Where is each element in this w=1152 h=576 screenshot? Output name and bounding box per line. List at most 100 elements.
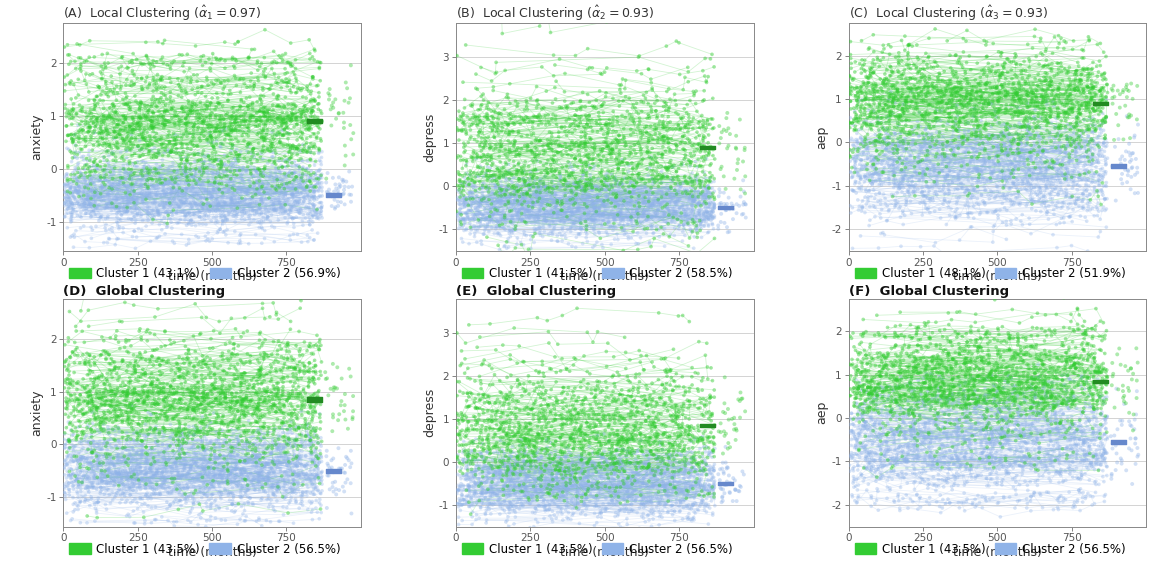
Point — [165, 435, 183, 444]
Point — [146, 136, 165, 145]
Point — [946, 207, 964, 216]
Point — [1081, 160, 1099, 169]
Point — [1023, 385, 1041, 394]
Point — [667, 173, 685, 182]
Point — [1016, 437, 1034, 446]
Point — [260, 85, 279, 94]
Point — [535, 483, 553, 492]
Point — [304, 142, 323, 151]
Point — [213, 458, 232, 467]
Point — [685, 456, 704, 465]
Point — [486, 472, 505, 482]
Point — [280, 478, 298, 487]
Point — [464, 109, 483, 119]
Point — [129, 475, 147, 484]
Point — [969, 471, 987, 480]
Point — [257, 184, 275, 193]
Point — [77, 154, 96, 163]
Point — [874, 362, 893, 372]
Point — [869, 442, 887, 451]
Point — [150, 98, 168, 107]
Point — [265, 460, 283, 469]
Point — [1023, 86, 1041, 95]
Point — [874, 462, 893, 471]
Point — [659, 134, 677, 143]
Point — [90, 393, 108, 403]
Point — [664, 485, 682, 494]
Point — [116, 188, 135, 198]
Point — [543, 190, 561, 199]
Point — [957, 329, 976, 338]
Point — [127, 449, 145, 458]
Point — [103, 78, 121, 87]
Point — [628, 206, 646, 215]
Point — [894, 139, 912, 148]
Point — [851, 471, 870, 480]
Point — [250, 184, 268, 193]
Point — [528, 486, 546, 495]
Point — [270, 385, 288, 394]
Point — [455, 495, 473, 505]
Point — [211, 170, 229, 179]
Point — [293, 401, 311, 411]
Point — [478, 199, 497, 208]
Point — [252, 184, 271, 194]
Point — [221, 479, 240, 488]
Point — [1077, 329, 1096, 339]
Point — [888, 162, 907, 172]
Point — [77, 423, 96, 432]
Point — [240, 485, 258, 494]
Point — [654, 229, 673, 238]
Point — [947, 450, 965, 459]
Point — [109, 486, 128, 495]
Point — [288, 150, 306, 159]
Point — [654, 132, 673, 141]
Point — [682, 437, 700, 446]
Point — [501, 468, 520, 477]
Point — [544, 218, 562, 227]
Point — [112, 452, 130, 461]
Point — [225, 190, 243, 199]
Point — [312, 153, 331, 162]
Point — [94, 483, 113, 492]
Point — [881, 287, 900, 296]
Point — [190, 212, 209, 221]
Point — [1011, 217, 1030, 226]
Point — [1051, 160, 1069, 169]
Point — [472, 478, 491, 487]
Point — [623, 478, 642, 487]
Point — [1007, 436, 1025, 445]
Point — [1075, 345, 1093, 354]
Point — [562, 120, 581, 129]
Point — [676, 426, 695, 435]
Point — [197, 73, 215, 82]
Point — [586, 464, 605, 473]
Point — [465, 412, 484, 422]
Point — [676, 138, 695, 147]
Point — [601, 461, 620, 470]
Point — [297, 421, 316, 430]
Point — [947, 450, 965, 460]
Point — [887, 145, 905, 154]
Point — [896, 373, 915, 382]
Point — [486, 441, 505, 450]
Point — [196, 152, 214, 161]
Point — [300, 182, 318, 191]
Point — [531, 204, 550, 213]
Point — [690, 337, 708, 346]
Point — [1086, 383, 1105, 392]
Point — [1120, 110, 1138, 119]
Point — [1071, 109, 1090, 119]
Point — [1073, 351, 1091, 360]
Point — [718, 206, 736, 215]
Point — [1048, 426, 1067, 435]
Point — [516, 491, 535, 500]
Point — [289, 441, 308, 450]
Point — [145, 458, 164, 467]
Point — [124, 406, 143, 415]
Point — [638, 459, 657, 468]
Point — [962, 82, 980, 91]
Point — [1037, 391, 1055, 400]
Point — [62, 213, 81, 222]
Point — [667, 199, 685, 209]
